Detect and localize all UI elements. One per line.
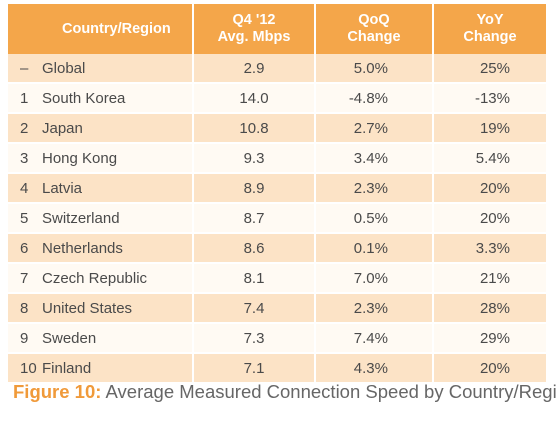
row-country-cell: 3 Hong Kong [8, 144, 194, 174]
row-speed: 8.9 [194, 174, 316, 204]
header-yoy-line2: Change [463, 29, 517, 45]
row-rank: 3 [20, 149, 29, 167]
row-qoq-change: -4.8% [316, 84, 434, 114]
row-rank: 7 [20, 269, 29, 287]
row-yoy-change: 25% [434, 54, 546, 84]
figure-caption: Figure 10: Average Measured Connection S… [13, 381, 556, 403]
table-row: – Global 2.9 5.0% 25% [8, 54, 546, 84]
row-rank: 6 [20, 239, 29, 257]
table-row: 3 Hong Kong 9.3 3.4% 5.4% [8, 144, 546, 174]
row-country: Netherlands [42, 239, 123, 257]
row-country: United States [42, 299, 133, 317]
table-row: 1 South Korea 14.0 -4.8% -13% [8, 84, 546, 114]
row-speed: 7.1 [194, 354, 316, 384]
table-row: 4 Latvia 8.9 2.3% 20% [8, 174, 546, 204]
row-yoy-change: 20% [434, 204, 546, 234]
row-qoq-change: 2.7% [316, 114, 434, 144]
row-qoq-change: 7.0% [316, 264, 434, 294]
row-country: Latvia [42, 179, 83, 197]
header-country: Country/Region [8, 4, 194, 54]
table-row: 7 Czech Republic 8.1 7.0% 21% [8, 264, 546, 294]
row-country: Japan [42, 119, 83, 137]
row-qoq-change: 3.4% [316, 144, 434, 174]
speed-table-container: Country/Region Q4 '12 Avg. Mbps QoQ Chan… [8, 4, 546, 384]
table-body: – Global 2.9 5.0% 25% 1 South Korea 14.0 -4.8% -1… [8, 54, 546, 384]
header-speed-line2: Avg. Mbps [217, 29, 291, 45]
row-country: Sweden [42, 329, 97, 347]
row-country-cell: 9 Sweden [8, 324, 194, 354]
row-rank: 1 [20, 89, 29, 107]
row-speed: 8.7 [194, 204, 316, 234]
header-speed-line1: Q4 '12 [232, 12, 276, 28]
row-yoy-change: 19% [434, 114, 546, 144]
row-country: Czech Republic [42, 269, 148, 287]
row-country-cell: 2 Japan [8, 114, 194, 144]
table-row: 10 Finland 7.1 4.3% 20% [8, 354, 546, 384]
row-qoq-change: 2.3% [316, 294, 434, 324]
header-speed: Q4 '12 Avg. Mbps [194, 4, 316, 54]
header-qoq-line2: Change [347, 29, 401, 45]
row-yoy-change: 20% [434, 174, 546, 204]
row-country: Finland [42, 359, 92, 377]
row-speed: 7.4 [194, 294, 316, 324]
row-speed: 8.1 [194, 264, 316, 294]
caption-text: Average Measured Connection Speed by Cou… [105, 381, 556, 402]
row-speed: 7.3 [194, 324, 316, 354]
row-country-cell: 10 Finland [8, 354, 194, 384]
table-row: 5 Switzerland 8.7 0.5% 20% [8, 204, 546, 234]
row-country: Hong Kong [42, 149, 118, 167]
row-yoy-change: 20% [434, 354, 546, 384]
row-country: Switzerland [42, 209, 120, 227]
header-yoy: YoY Change [434, 4, 546, 54]
header-qoq-line1: QoQ [358, 12, 390, 28]
row-country-cell: 1 South Korea [8, 84, 194, 114]
row-country-cell: 8 United States [8, 294, 194, 324]
row-yoy-change: -13% [434, 84, 546, 114]
row-speed: 10.8 [194, 114, 316, 144]
row-qoq-change: 4.3% [316, 354, 434, 384]
row-qoq-change: 2.3% [316, 174, 434, 204]
row-rank: – [20, 59, 29, 77]
row-country-cell: 7 Czech Republic [8, 264, 194, 294]
row-speed: 8.6 [194, 234, 316, 264]
row-country: Global [42, 59, 86, 77]
row-qoq-change: 5.0% [316, 54, 434, 84]
row-yoy-change: 5.4% [434, 144, 546, 174]
row-speed: 9.3 [194, 144, 316, 174]
table-row: 9 Sweden 7.3 7.4% 29% [8, 324, 546, 354]
header-yoy-line1: YoY [476, 12, 504, 28]
row-country: South Korea [42, 89, 126, 107]
row-speed: 14.0 [194, 84, 316, 114]
row-yoy-change: 21% [434, 264, 546, 294]
table-row: 2 Japan 10.8 2.7% 19% [8, 114, 546, 144]
row-rank: 9 [20, 329, 29, 347]
row-rank: 5 [20, 209, 29, 227]
row-speed: 2.9 [194, 54, 316, 84]
row-country-cell: 6 Netherlands [8, 234, 194, 264]
row-rank: 10 [20, 359, 37, 377]
row-country-cell: 4 Latvia [8, 174, 194, 204]
row-qoq-change: 0.5% [316, 204, 434, 234]
row-rank: 2 [20, 119, 29, 137]
row-qoq-change: 0.1% [316, 234, 434, 264]
row-rank: 4 [20, 179, 29, 197]
speed-table: Country/Region Q4 '12 Avg. Mbps QoQ Chan… [8, 4, 546, 384]
table-row: 8 United States 7.4 2.3% 28% [8, 294, 546, 324]
table-row: 6 Netherlands 8.6 0.1% 3.3% [8, 234, 546, 264]
row-country-cell: 5 Switzerland [8, 204, 194, 234]
row-qoq-change: 7.4% [316, 324, 434, 354]
row-yoy-change: 29% [434, 324, 546, 354]
table-header-row: Country/Region Q4 '12 Avg. Mbps QoQ Chan… [8, 4, 546, 54]
row-yoy-change: 28% [434, 294, 546, 324]
row-rank: 8 [20, 299, 29, 317]
header-qoq: QoQ Change [316, 4, 434, 54]
row-yoy-change: 3.3% [434, 234, 546, 264]
row-country-cell: – Global [8, 54, 194, 84]
caption-label: Figure 10: [13, 381, 102, 402]
